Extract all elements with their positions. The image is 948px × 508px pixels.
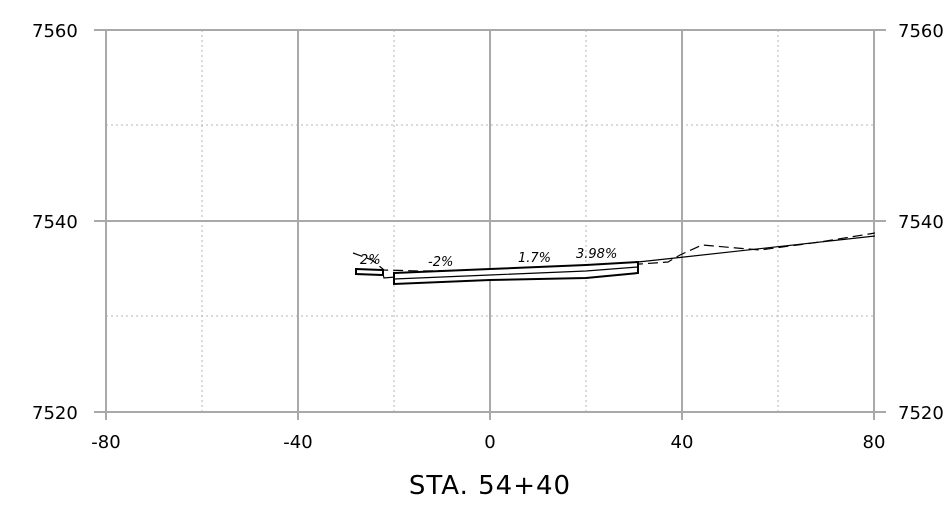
x-tick-80: 80 <box>863 432 886 453</box>
major-grid <box>94 29 886 420</box>
slope-label-lane-right: 1.7% <box>518 251 551 266</box>
x-tick--40: -40 <box>283 432 312 453</box>
slope-label-outer: 3.98% <box>576 247 617 262</box>
y-tick-left-7560: 7560 <box>32 21 78 42</box>
slope-label-shoulder: 2% <box>360 253 381 268</box>
y-tick-right-7520: 7520 <box>898 403 944 424</box>
pavement-layer-line <box>393 266 639 280</box>
x-tick--80: -80 <box>91 432 120 453</box>
y-tick-right-7540: 7540 <box>898 212 944 233</box>
x-tick-0: 0 <box>484 432 495 453</box>
slope-label-lane-left: -2% <box>428 255 453 270</box>
pavement-left-shoulder <box>355 267 384 277</box>
x-tick-40: 40 <box>671 432 694 453</box>
pavement-main-section <box>393 260 639 286</box>
station-title: STA. 54+40 <box>409 471 571 501</box>
y-tick-left-7540: 7540 <box>32 212 78 233</box>
y-tick-left-7520: 7520 <box>32 403 78 424</box>
y-tick-right-7560: 7560 <box>898 21 944 42</box>
